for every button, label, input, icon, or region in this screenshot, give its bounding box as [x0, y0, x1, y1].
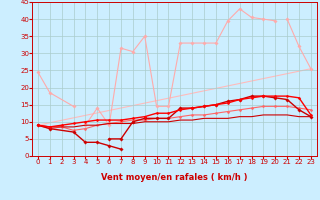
- X-axis label: Vent moyen/en rafales ( km/h ): Vent moyen/en rafales ( km/h ): [101, 173, 248, 182]
